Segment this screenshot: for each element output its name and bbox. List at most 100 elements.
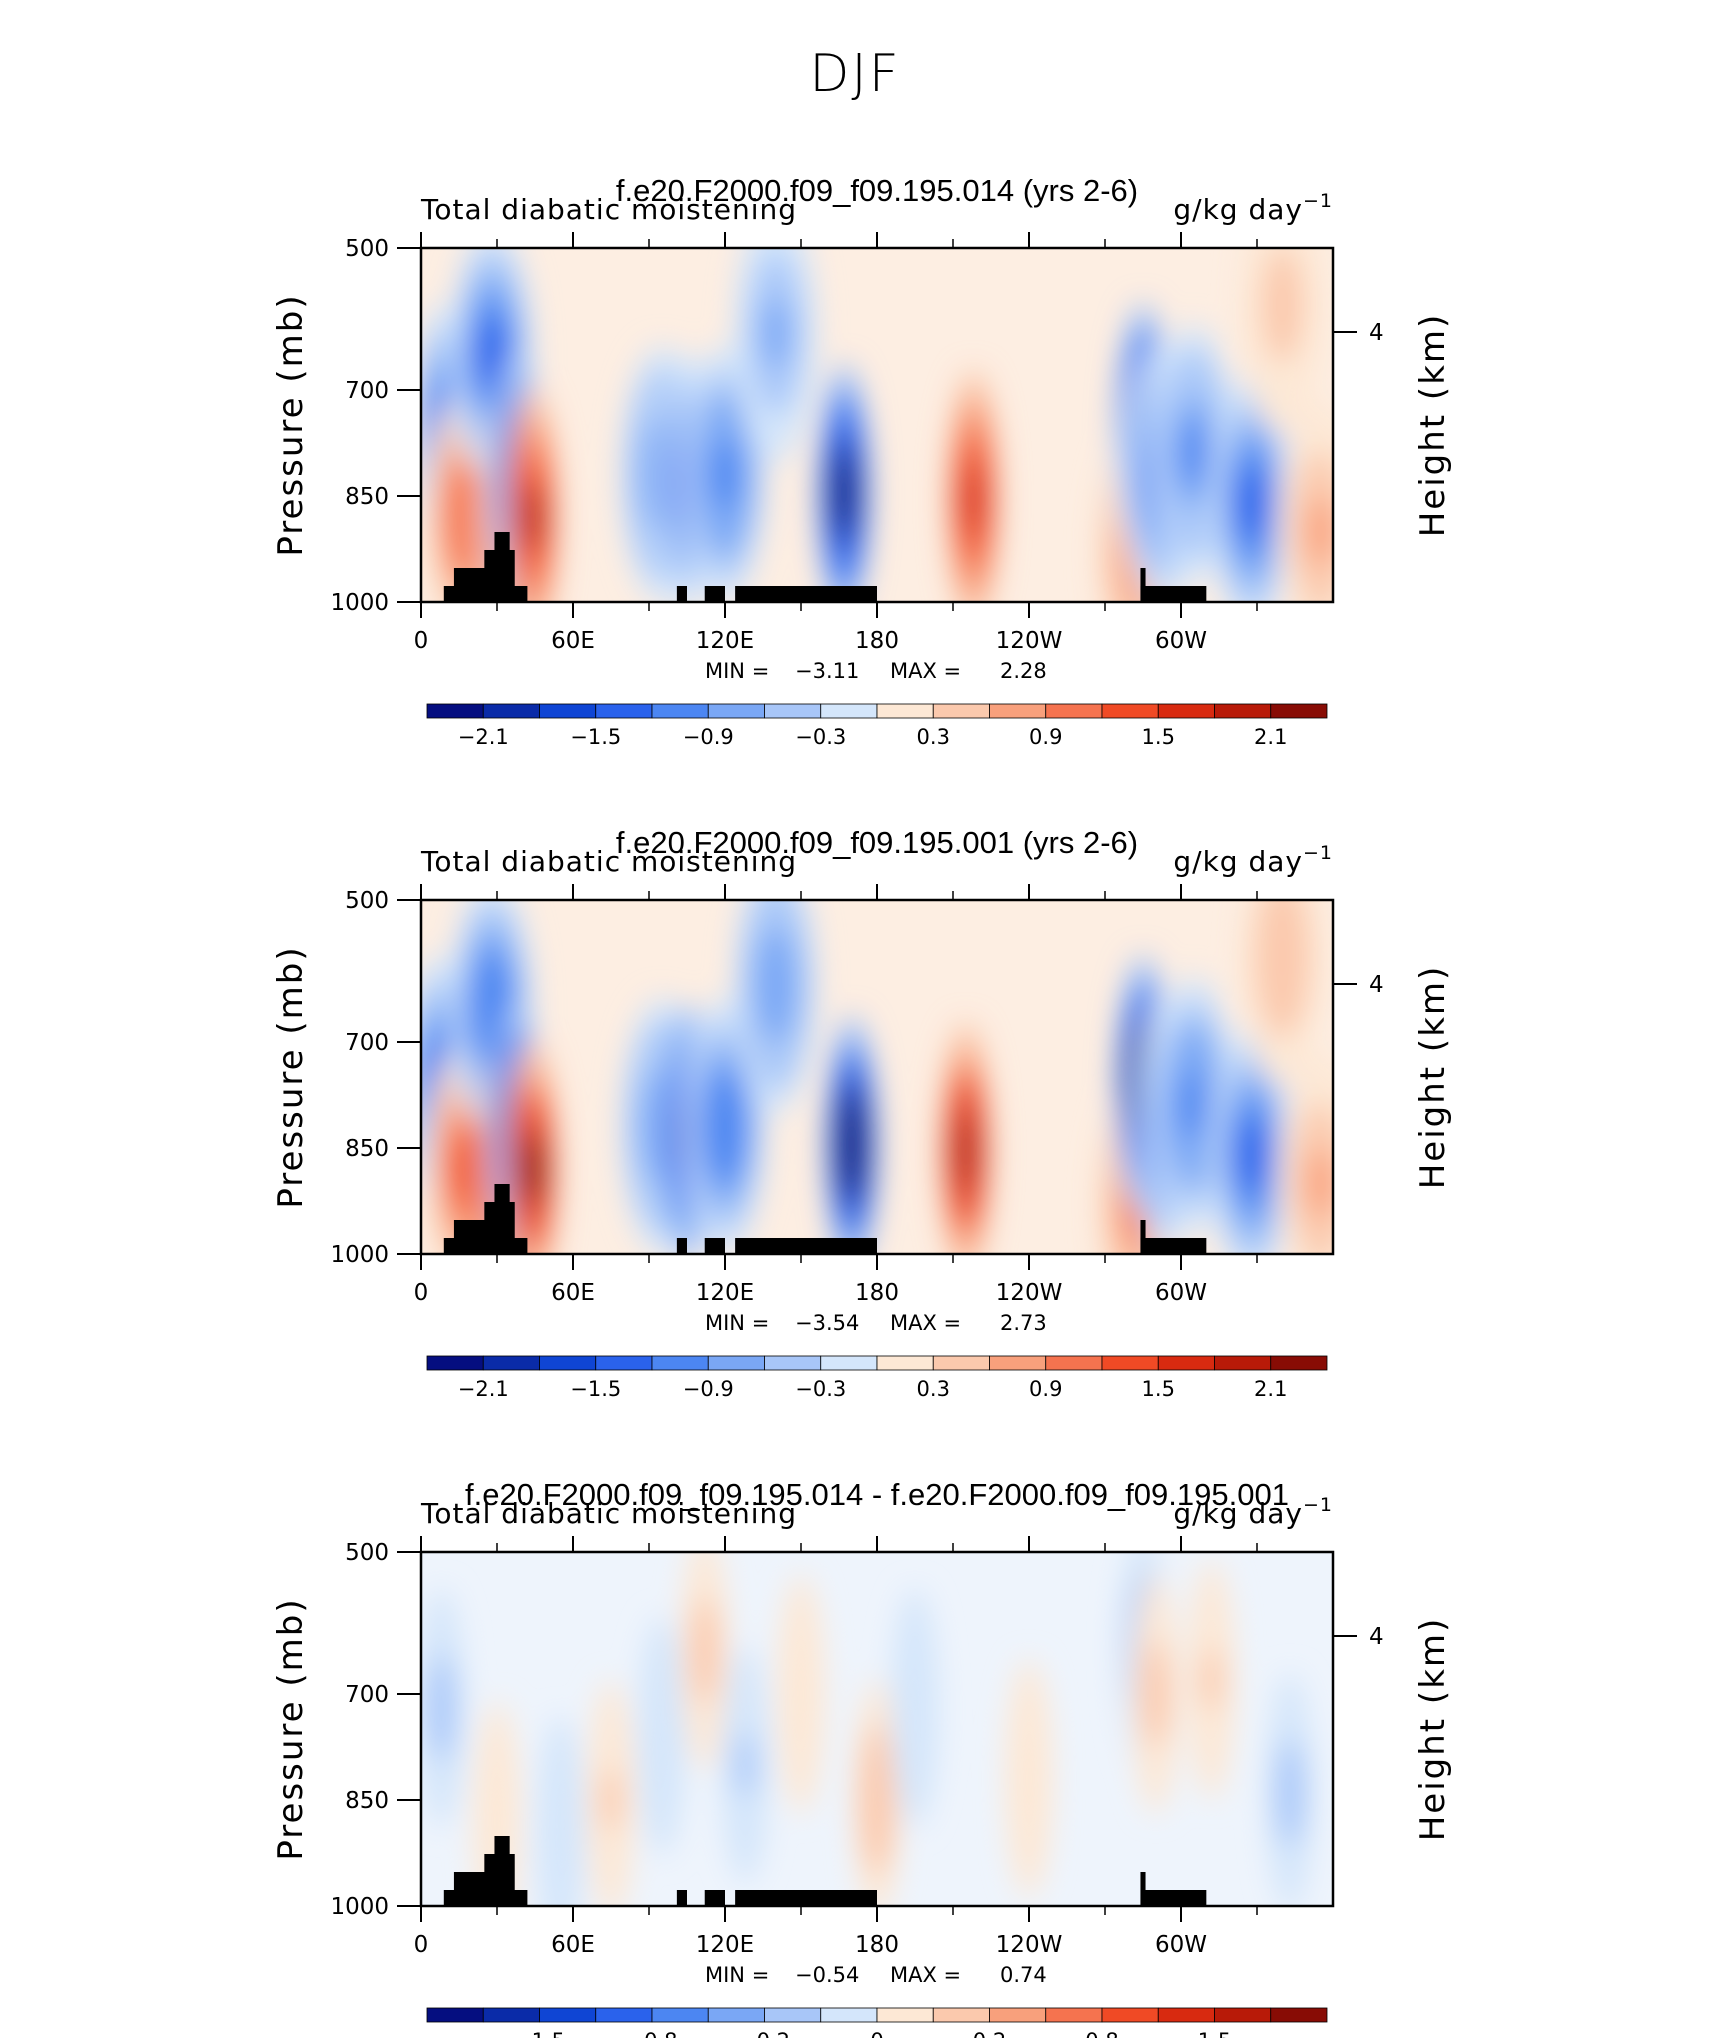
x-tick-label: 0 [414, 1280, 429, 1306]
x-tick-label: 60E [551, 628, 595, 654]
max-label: MAX = [890, 1963, 961, 1987]
colorbar-label: 0.8 [1085, 2029, 1118, 2038]
right-axis-title: Height (km) [1413, 313, 1453, 538]
colorbar-label: 0.3 [917, 725, 950, 749]
min-label: MIN = [705, 659, 769, 683]
x-tick-label: 0 [414, 1932, 429, 1958]
colorbar-label: 2.1 [1254, 725, 1287, 749]
colorbar-swatch [707, 1355, 765, 1371]
land-south-america [1140, 586, 1207, 602]
colorbar-label: 0 [870, 2029, 883, 2038]
contour-feature-10-level-4 [760, 951, 791, 1020]
x-tick-label: 60W [1155, 1932, 1207, 1958]
colorbar-label: 1.5 [1198, 2029, 1231, 2038]
contour-feature-7-level-4 [789, 1662, 813, 1726]
colorbar-swatch [1270, 1355, 1328, 1371]
land-ng [704, 1890, 725, 1906]
contour-feature-2-level-4 [549, 1803, 572, 1868]
colorbar-label: −2.1 [458, 1377, 509, 1401]
colorbar-swatch [1157, 1355, 1215, 1371]
colorbar-swatch [1214, 703, 1272, 719]
colorbar-swatch [989, 703, 1047, 719]
colorbar-swatch [932, 2007, 990, 2023]
contour-feature-8-level-4 [710, 440, 740, 509]
colorbar-swatch [876, 703, 934, 719]
colorbar: −2.1 −1.5 −0.9 −0.3 0.3 0.9 1.5 2.1 [426, 703, 1328, 749]
x-tick-label: 120E [696, 1932, 754, 1958]
colorbar-label: −0.8 [627, 2029, 678, 2038]
field-label: Total diabatic moistening [420, 1497, 797, 1530]
colorbar-swatch [1157, 703, 1215, 719]
y-tick-label: 700 [345, 1030, 389, 1056]
contour-blobs [421, 900, 1333, 1254]
colorbar-swatch [482, 1355, 540, 1371]
colorbar-swatch [651, 1355, 709, 1371]
contour-field [421, 1552, 1333, 1906]
colorbar-swatch [764, 1355, 822, 1371]
colorbar: −1.5 −0.8 −0.2 0 0.2 0.8 1.5 [426, 2007, 1328, 2042]
x-tick-label: 120E [696, 1280, 754, 1306]
land-ng [704, 1238, 725, 1254]
colorbar-swatch [764, 703, 822, 719]
colorbar-swatch [1270, 703, 1328, 719]
colorbar-swatch [426, 703, 484, 719]
colorbar-swatch [1045, 703, 1103, 719]
contour-feature-1-level-4 [451, 1135, 482, 1204]
min-value: −3.54 [795, 1311, 859, 1335]
land-borneo [676, 1890, 687, 1906]
contour-feature-10-level-4 [760, 299, 791, 368]
y-tick-label: 850 [345, 484, 389, 510]
panel-1: f.e20.F2000.f09_f09.195.014 (yrs 2-6)Tot… [271, 173, 1453, 749]
colorbar-swatch [820, 1355, 878, 1371]
land-ng [704, 586, 725, 602]
colorbar-swatch [1101, 1355, 1159, 1371]
colorbar-swatch [820, 2007, 878, 2023]
x-tick-label: 120E [696, 628, 754, 654]
right-tick-label: 4 [1369, 320, 1384, 346]
field-label: Total diabatic moistening [420, 845, 797, 878]
colorbar-label: 1.5 [1142, 725, 1175, 749]
colorbar-label: 0.9 [1029, 1377, 1062, 1401]
colorbar-label: −2.1 [458, 725, 509, 749]
contour-feature-8-level-4 [710, 1092, 740, 1161]
contour-field [421, 900, 1333, 1254]
x-tick-label: 120W [996, 628, 1063, 654]
max-value: 2.28 [1000, 659, 1047, 683]
colorbar-label: 2.1 [1254, 1377, 1287, 1401]
y-tick-label: 500 [345, 236, 389, 262]
colorbar-swatch [707, 703, 765, 719]
land-south-america [1140, 1238, 1207, 1254]
x-tick-label: 60W [1155, 1280, 1207, 1306]
colorbar-swatch [595, 1355, 653, 1371]
min-value: −0.54 [795, 1963, 859, 1987]
land-south-america [1140, 1890, 1207, 1906]
contour-feature-10-level-4 [1017, 1746, 1041, 1811]
contour-feature-17-level-4 [1267, 270, 1298, 339]
contour-feature-13-level-4 [1200, 1647, 1223, 1712]
contour-feature-2-level-4 [477, 320, 507, 389]
max-label: MAX = [890, 659, 961, 683]
max-value: 0.74 [1000, 1963, 1047, 1987]
contour-feature-16-level-4 [1237, 469, 1267, 538]
contour-feature-18-level-4 [1305, 1149, 1333, 1218]
land-africa-peak [494, 1184, 510, 1254]
contour-feature-15-level-4 [1178, 1071, 1209, 1140]
x-tick-label: 180 [855, 628, 899, 654]
land-pacific-islands [735, 1890, 877, 1906]
x-tick-label: 180 [855, 1280, 899, 1306]
colorbar-swatch [482, 703, 540, 719]
colorbar-swatch [876, 1355, 934, 1371]
colorbar-swatch [1270, 2007, 1328, 2023]
colorbar-swatch [651, 2007, 709, 2023]
y-tick-label: 850 [345, 1136, 389, 1162]
colorbar-swatch [539, 1355, 597, 1371]
x-tick-label: 60E [551, 1932, 595, 1958]
min-label: MIN = [705, 1963, 769, 1987]
colorbar-swatch [820, 703, 878, 719]
units-label: g/kg day−1 [1173, 1494, 1333, 1530]
right-axis-title: Height (km) [1413, 965, 1453, 1190]
panel-title: f.e20.F2000.f09_f09.195.014 (yrs 2-6) [616, 173, 1138, 208]
x-tick-label: 0 [414, 628, 429, 654]
colorbar-label: −0.9 [683, 725, 734, 749]
colorbar-swatch [426, 2007, 484, 2023]
